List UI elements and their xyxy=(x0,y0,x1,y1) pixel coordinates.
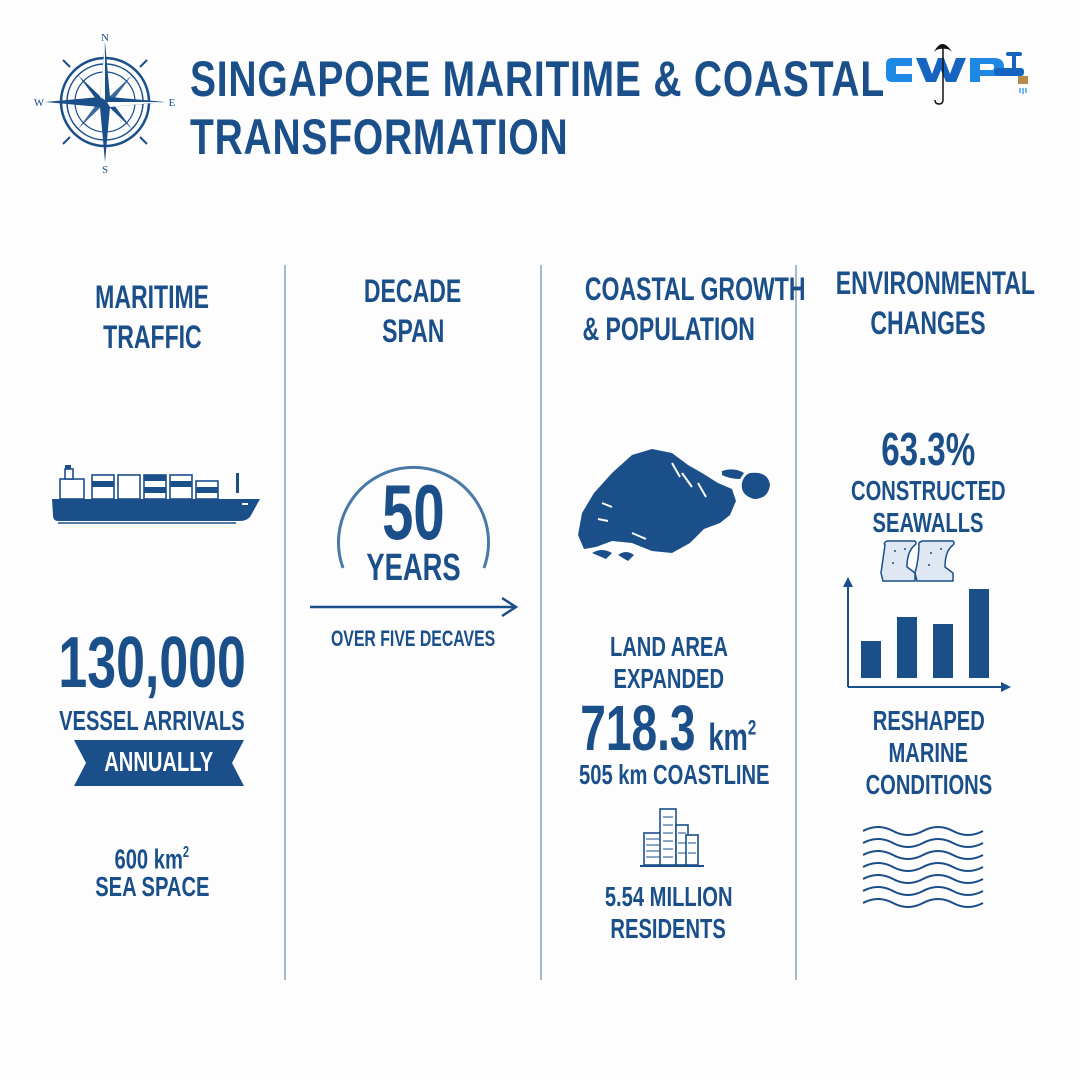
column-heading: COASTAL GROWTH & POPULATION xyxy=(542,269,805,349)
container-ship-icon xyxy=(50,463,270,528)
population-value: 5.54 MILLION xyxy=(604,881,733,912)
compass-rose-icon: N S E W xyxy=(30,30,180,180)
column-heading: ENVIRONMENTAL CHANGES xyxy=(797,263,1060,343)
column-divider-2 xyxy=(540,265,542,980)
decade-span-column: DECADE SPAN 50 YEARS OVER FIVE DECAVES xyxy=(286,265,540,980)
sea-space-sup: 2 xyxy=(183,844,190,861)
compass-north-label: N xyxy=(101,32,109,44)
page-title-line-2: TRANSFORMATION xyxy=(190,109,569,165)
seawall-label-2: SEAWALLS xyxy=(873,507,984,538)
sea-space-label: SEA SPACE xyxy=(94,871,210,902)
annually-banner-label: ANNUALLY xyxy=(104,746,214,777)
land-area-number: 718.3 xyxy=(580,692,696,764)
vessel-arrivals-value: 130,000 xyxy=(58,623,246,703)
compass-south-label: S xyxy=(102,164,108,176)
compass-west-label: W xyxy=(34,97,45,109)
heading-line-1: ENVIRONMENTAL xyxy=(835,265,1035,301)
decade-value: 50 xyxy=(381,468,445,556)
city-buildings-icon xyxy=(640,805,706,869)
waves-icon xyxy=(861,825,987,911)
land-area-unit-sup: 2 xyxy=(748,716,757,740)
compass-east-label: E xyxy=(169,97,176,109)
umbrella-tap-logo-icon xyxy=(886,44,1028,105)
maritime-traffic-column: MARITIME TRAFFIC xyxy=(20,265,284,980)
chart-bar-3 xyxy=(933,624,953,678)
vessel-arrivals-label: VESSEL ARRIVALS xyxy=(59,705,245,736)
heading-line-1: MARITIME xyxy=(95,279,209,315)
marine-label-1: RESHAPED xyxy=(872,705,985,736)
population-label: RESIDENTS xyxy=(610,913,727,944)
seawall-blocks-icon xyxy=(879,537,957,583)
annually-banner: ANNUALLY xyxy=(74,740,244,786)
arrow-right-icon xyxy=(308,596,520,618)
heading-line-2: SPAN xyxy=(381,313,445,349)
singapore-map-icon xyxy=(572,443,772,563)
sea-space-number: 600 km xyxy=(114,843,184,875)
column-heading: DECADE SPAN xyxy=(286,271,540,351)
seawall-label-1: CONSTRUCTED xyxy=(851,475,1006,506)
column-heading: MARITIME TRAFFIC xyxy=(20,277,284,357)
column-divider-1 xyxy=(284,265,286,980)
chart-bar-1 xyxy=(861,641,881,678)
cwp-logo xyxy=(882,32,1052,112)
seawall-percent: 63.3% xyxy=(881,423,976,475)
column-divider-3 xyxy=(795,265,797,980)
environmental-changes-column: ENVIRONMENTAL CHANGES 63.3% CONSTRUCTED … xyxy=(797,265,1060,980)
heading-line-2: TRAFFIC xyxy=(102,319,202,355)
page-title: SINGAPORE MARITIME & COASTAL TRANSFORMAT… xyxy=(190,50,885,166)
coastal-growth-column: COASTAL GROWTH & POPULATION LAND AREA EX… xyxy=(542,265,805,980)
chart-bar-4 xyxy=(969,589,989,678)
arc-icon xyxy=(331,450,496,575)
decade-caption: OVER FIVE DECAVES xyxy=(330,626,496,651)
sea-space-value: 600 km2 xyxy=(115,837,190,876)
marine-label-3: CONDITIONS xyxy=(865,769,992,800)
decade-unit: YEARS xyxy=(365,547,461,589)
marine-label-2: MARINE xyxy=(888,737,969,768)
land-area-value: 718.3 km2 xyxy=(580,693,756,773)
land-area-unit: km2 xyxy=(708,716,757,759)
heading-line-2: CHANGES xyxy=(870,305,987,341)
chart-bar-2 xyxy=(897,617,917,678)
heading-line-1: DECADE xyxy=(364,273,462,309)
heading-line-2: & POPULATION xyxy=(582,311,755,347)
land-area-unit-text: km xyxy=(708,717,749,759)
bar-chart-icon xyxy=(837,575,1012,695)
vessel-arrivals-stat: 130,000 xyxy=(20,625,284,701)
page-title-line-1: SINGAPORE MARITIME & COASTAL xyxy=(190,51,885,107)
heading-line-1: COASTAL GROWTH xyxy=(584,271,806,307)
land-area-label-1: LAND AREA xyxy=(609,631,728,662)
land-area-label-2: EXPANDED xyxy=(613,663,724,694)
coastline-value: 505 km COASTLINE xyxy=(579,759,770,790)
